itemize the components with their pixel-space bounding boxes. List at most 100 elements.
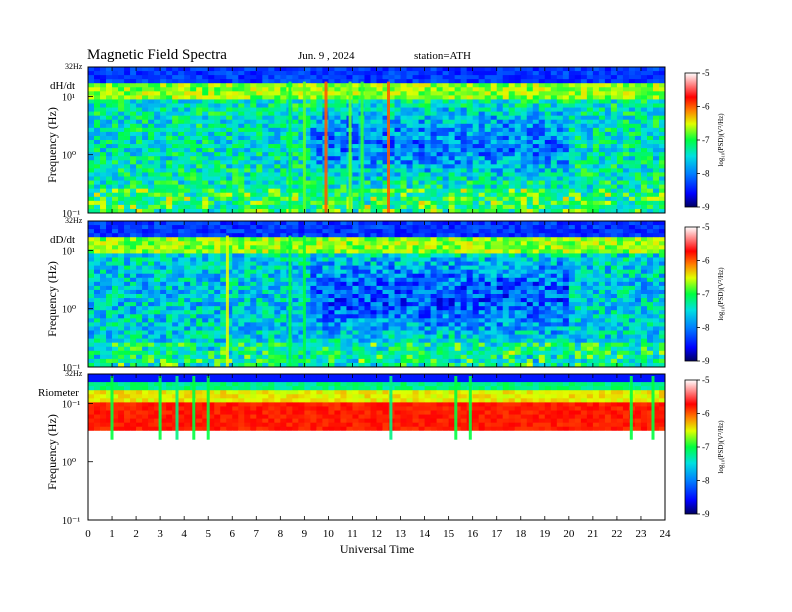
colorbar-tick-label: -8 [702, 169, 710, 179]
heat-cell [622, 253, 630, 258]
heat-cell [382, 184, 389, 190]
heat-cell [124, 95, 131, 100]
heat-cell [172, 144, 179, 149]
heat-cell [160, 127, 167, 133]
heat-cell [508, 237, 516, 242]
heat-cell [634, 123, 642, 129]
heat-cell [262, 269, 269, 275]
heat-cell [376, 204, 383, 210]
heat-cell [502, 111, 510, 117]
heat-cell [598, 75, 606, 80]
heat-cell [400, 237, 407, 242]
heat-cell [274, 140, 281, 145]
heat-cell [292, 135, 299, 141]
heat-cell [544, 180, 552, 186]
heat-cell [634, 140, 642, 145]
heat-cell [556, 261, 564, 267]
heat-cell [352, 204, 359, 210]
heat-cell [316, 245, 323, 250]
heat-cell [544, 208, 552, 214]
heat-cell [214, 265, 221, 271]
heat-cell [418, 180, 425, 186]
heat-cell [118, 176, 125, 181]
heat-cell [646, 249, 654, 254]
heat-cell [520, 71, 528, 76]
heat-cell [370, 265, 377, 271]
heat-cell [88, 144, 95, 149]
heat-cell [460, 225, 468, 230]
heat-cell [646, 131, 654, 137]
heat-cell [196, 127, 203, 133]
heat-cell [604, 269, 612, 275]
heat-cell [526, 241, 534, 246]
heat-cell [532, 273, 540, 279]
heat-cell [190, 99, 197, 104]
heat-cell [634, 79, 642, 84]
heat-cell [148, 99, 155, 104]
heat-cell [634, 115, 642, 121]
heat-cell [130, 144, 137, 149]
heat-cell [100, 204, 107, 210]
heat-cell [298, 91, 305, 96]
heat-cell [604, 261, 612, 267]
heat-cell [652, 245, 660, 250]
heat-cell [202, 87, 209, 92]
heat-cell [316, 196, 323, 202]
heat-cell [592, 180, 600, 186]
heat-cell [220, 127, 227, 133]
heat-cell [586, 188, 594, 194]
heat-cell [406, 95, 413, 100]
heat-cell [268, 277, 275, 283]
heat-cell [556, 148, 564, 153]
heat-cell [628, 107, 636, 113]
heat-cell [490, 192, 498, 198]
heat-cell [106, 87, 113, 92]
heat-cell [442, 241, 450, 246]
heat-cell [580, 269, 588, 275]
heat-cell [286, 67, 293, 72]
heat-cell [436, 229, 444, 234]
heat-cell [280, 245, 287, 250]
heat-cell [586, 83, 594, 88]
heat-cell [106, 200, 113, 206]
heat-cell [418, 225, 425, 230]
heat-cell [598, 160, 606, 165]
heat-cell [124, 148, 131, 153]
heat-cell [238, 245, 245, 250]
heat-cell [244, 172, 251, 177]
heat-cell [460, 261, 468, 267]
heat-cell [640, 148, 648, 153]
heat-cell [340, 103, 347, 108]
heat-cell [148, 196, 155, 202]
heat-cell [202, 241, 209, 246]
heat-cell [166, 204, 173, 210]
heat-cell [112, 152, 119, 157]
heat-cell [280, 188, 287, 194]
heat-cell [352, 180, 359, 186]
heat-cell [340, 225, 347, 230]
heat-cell [574, 269, 582, 275]
heat-cell [148, 83, 155, 88]
heat-cell [340, 123, 347, 129]
heat-cell [646, 237, 654, 242]
heat-cell [442, 277, 450, 283]
heat-cell [382, 144, 389, 149]
heat-cell [562, 71, 570, 76]
heat-cell [286, 79, 293, 84]
heat-cell [526, 196, 534, 202]
heat-cell [622, 135, 630, 141]
heat-cell [166, 99, 173, 104]
heat-cell [148, 67, 155, 72]
heat-cell [538, 168, 546, 173]
heat-cell [640, 245, 648, 250]
heat-cell [580, 75, 588, 80]
heat-cell [352, 269, 359, 275]
heat-cell [616, 221, 624, 226]
heat-cell [130, 196, 137, 202]
heat-cell [442, 140, 450, 145]
heat-cell [502, 156, 510, 161]
heat-cell [562, 180, 570, 186]
heat-cell [616, 111, 624, 117]
heat-cell [214, 83, 221, 88]
heat-cell [310, 200, 317, 206]
